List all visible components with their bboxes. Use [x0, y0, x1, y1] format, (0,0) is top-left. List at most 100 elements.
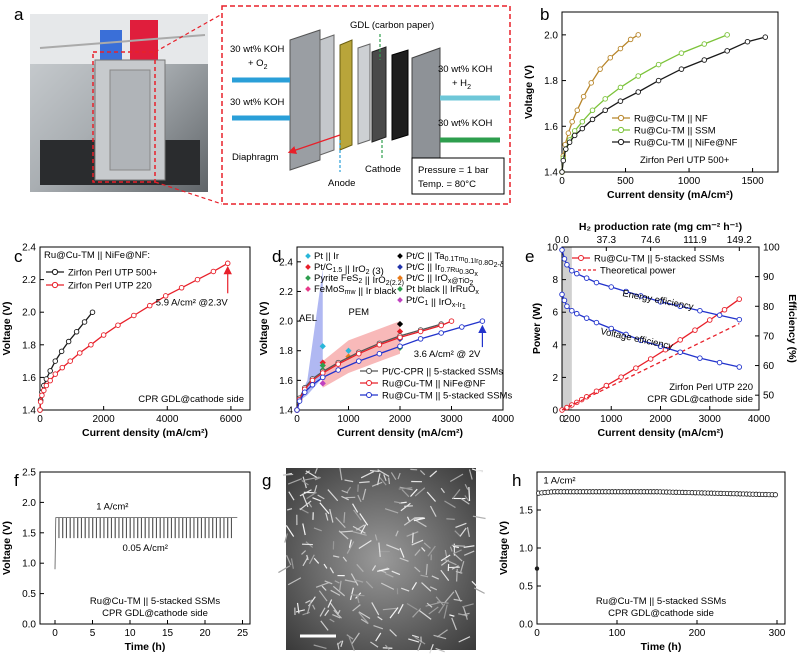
data-point: [678, 50, 685, 56]
chart-annotation: 3.6 A/cm² @ 2V: [414, 349, 481, 360]
sem-flake: [428, 606, 439, 615]
y-tick-label: 6: [552, 308, 558, 319]
reference-point: [396, 328, 404, 335]
x-tick-label: 0: [559, 414, 565, 425]
data-point: [88, 342, 94, 348]
sem-flake: [454, 590, 462, 602]
x-tick-label: 4000: [156, 414, 179, 425]
data-point: [633, 365, 639, 371]
schematic-label-koh-out: 30 wt% KOH: [438, 118, 493, 129]
sem-flake: [346, 541, 355, 554]
data-point: [47, 377, 53, 384]
legend-marker: [617, 138, 625, 146]
sem-flake: [410, 488, 418, 497]
sem-flake: [374, 534, 378, 541]
data-point: [294, 407, 300, 413]
subscript: 1.5: [332, 267, 342, 274]
sem-flake: [319, 502, 330, 515]
chart-title: Ru@Cu-TM || NiFe@NF:: [44, 250, 150, 261]
panel-label-e: e: [525, 247, 534, 266]
subscript: x: [475, 289, 479, 296]
sem-flake: [308, 554, 315, 565]
x-tick-label: 1000: [337, 414, 360, 425]
text-run: Pt/C: [314, 262, 333, 273]
data-point: [736, 296, 743, 302]
subscript: 1: [424, 300, 428, 307]
legend-label: Ru@Cu-TM || NF: [634, 114, 708, 125]
data-point: [77, 350, 83, 356]
y-tick-label: 1.5: [22, 528, 36, 539]
x-axis-label: Time (h): [125, 641, 166, 653]
y-right-tick-label: 60: [763, 361, 775, 372]
ael-region: [297, 269, 323, 403]
sem-flake: [379, 477, 387, 486]
sem-flake: [383, 474, 387, 482]
text-run: Pt/C: [406, 295, 425, 306]
x-tick-label: 1000: [678, 176, 701, 187]
subscript: 0.1Ir: [464, 258, 479, 265]
data-point: [677, 303, 683, 310]
sem-flake: [301, 479, 309, 486]
data-point: [588, 80, 594, 86]
data-point: [593, 319, 600, 326]
y-tick-label: 2.0: [544, 30, 558, 41]
subscript: 0.8O: [478, 260, 494, 267]
legend-marker: [578, 255, 584, 261]
sem-flake: [384, 644, 390, 651]
photo-electrolyzer: [30, 14, 208, 192]
data-point: [89, 309, 96, 315]
y-right-axis-label: Efficiency (%): [786, 294, 798, 363]
data-point: [707, 317, 713, 323]
y-tick-label: 2.2: [22, 275, 36, 286]
sem-flake: [440, 569, 450, 582]
legend-marker: [617, 126, 625, 134]
x-tick-label: 0: [534, 628, 540, 639]
sem-flake: [356, 594, 360, 604]
subscript: x: [474, 271, 478, 278]
sem-flake: [353, 509, 362, 521]
sem-flake: [385, 573, 394, 578]
h2-subscript: 2: [467, 84, 471, 91]
data-point: [638, 337, 644, 344]
sem-flake: [301, 550, 307, 555]
sem-flake: [362, 488, 367, 501]
sem-flake: [324, 609, 330, 617]
sem-flake: [369, 469, 380, 473]
y-tick-label: 1.0: [519, 544, 533, 555]
series-line: [561, 34, 728, 173]
y-tick-label: 1.6: [22, 373, 36, 384]
sem-flake: [371, 481, 383, 487]
sem-flake: [286, 508, 293, 511]
data-point: [697, 307, 703, 314]
y-right-tick-label: 100: [763, 243, 780, 254]
sem-flake: [313, 527, 322, 532]
schematic-label-gdl: GDL (carbon paper): [350, 20, 434, 31]
data-point: [618, 374, 624, 380]
data-point: [589, 116, 596, 123]
sem-flake: [329, 508, 334, 523]
data-point: [178, 285, 185, 291]
sem-flake: [324, 580, 333, 585]
annotation-voltage: Voltage efficiency: [599, 326, 674, 352]
data-point: [593, 279, 600, 286]
sem-flake: [452, 545, 459, 549]
legend-marker: [366, 368, 372, 374]
sem-flake: [397, 603, 404, 614]
sem-flake: [313, 557, 320, 564]
panel-label-c: c: [14, 247, 23, 266]
sem-flake: [438, 603, 446, 614]
series-line: [561, 323, 740, 411]
sem-flake: [388, 477, 391, 485]
sem-flake: [377, 616, 383, 621]
x-tick-label: 500: [617, 176, 634, 187]
y-tick-label: 2.2: [279, 287, 293, 298]
annotation-gdl: CPR GDL@cathode side: [608, 608, 714, 619]
sem-flake: [460, 498, 470, 505]
conditions-box: [411, 157, 505, 195]
y-tick-label: 1.0: [22, 559, 36, 570]
data-point: [438, 330, 444, 336]
sem-flake: [464, 495, 470, 502]
x-tick-label: 4000: [748, 414, 771, 425]
data-point: [210, 268, 217, 275]
data-point: [559, 291, 565, 298]
